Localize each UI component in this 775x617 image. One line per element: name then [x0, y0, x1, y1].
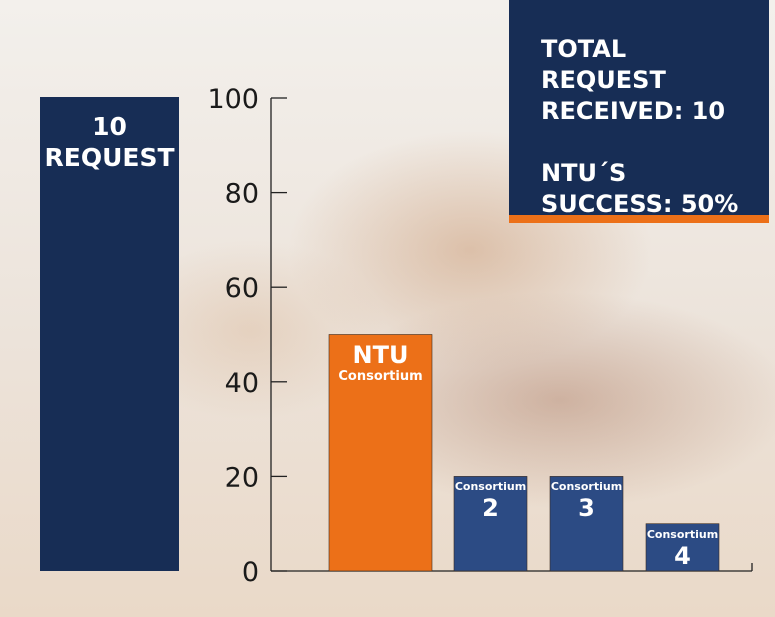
bar-label-title: Consortium — [454, 480, 527, 494]
summary-total-requests: TOTAL REQUEST RECEIVED: 10 — [541, 35, 726, 125]
bar-label-number: 2 — [482, 494, 499, 523]
bar-label-title: NTU — [352, 340, 409, 369]
bar-label-3: Consortium 3 — [550, 480, 623, 522]
bar-label-1: NTU Consortium — [329, 341, 432, 385]
bar-label-4: Consortium 4 — [646, 528, 719, 570]
bar-3 — [549, 476, 624, 572]
summary-success-rate: NTU´S SUCCESS: 50% — [541, 159, 739, 218]
bar-label-number: 3 — [578, 494, 595, 523]
summary-accent-stripe — [509, 215, 769, 223]
y-tick-label: 100 — [207, 84, 259, 115]
total-request-value: 10 — [92, 112, 127, 141]
summary-box: TOTAL REQUEST RECEIVED: 10 NTU´S SUCCESS… — [509, 0, 769, 218]
bar-label-title: Consortium — [646, 527, 719, 541]
y-tick-label: 40 — [225, 368, 259, 399]
bar-label-number: 4 — [674, 541, 691, 570]
bar-label-2: Consortium 2 — [454, 480, 527, 522]
y-tick-label: 0 — [242, 557, 259, 588]
y-tick-label: 60 — [225, 273, 259, 304]
bar-label-title: Consortium — [550, 480, 623, 494]
y-tick-label: 80 — [225, 179, 259, 210]
y-tick-label: 20 — [225, 462, 259, 493]
bar-label-subtitle: Consortium — [338, 368, 423, 384]
total-request-panel: 10 REQUEST — [40, 97, 179, 571]
bar-4 — [645, 523, 720, 572]
bar-1 — [328, 334, 433, 572]
bar-2 — [453, 476, 528, 572]
total-request-label: REQUEST — [44, 143, 175, 172]
